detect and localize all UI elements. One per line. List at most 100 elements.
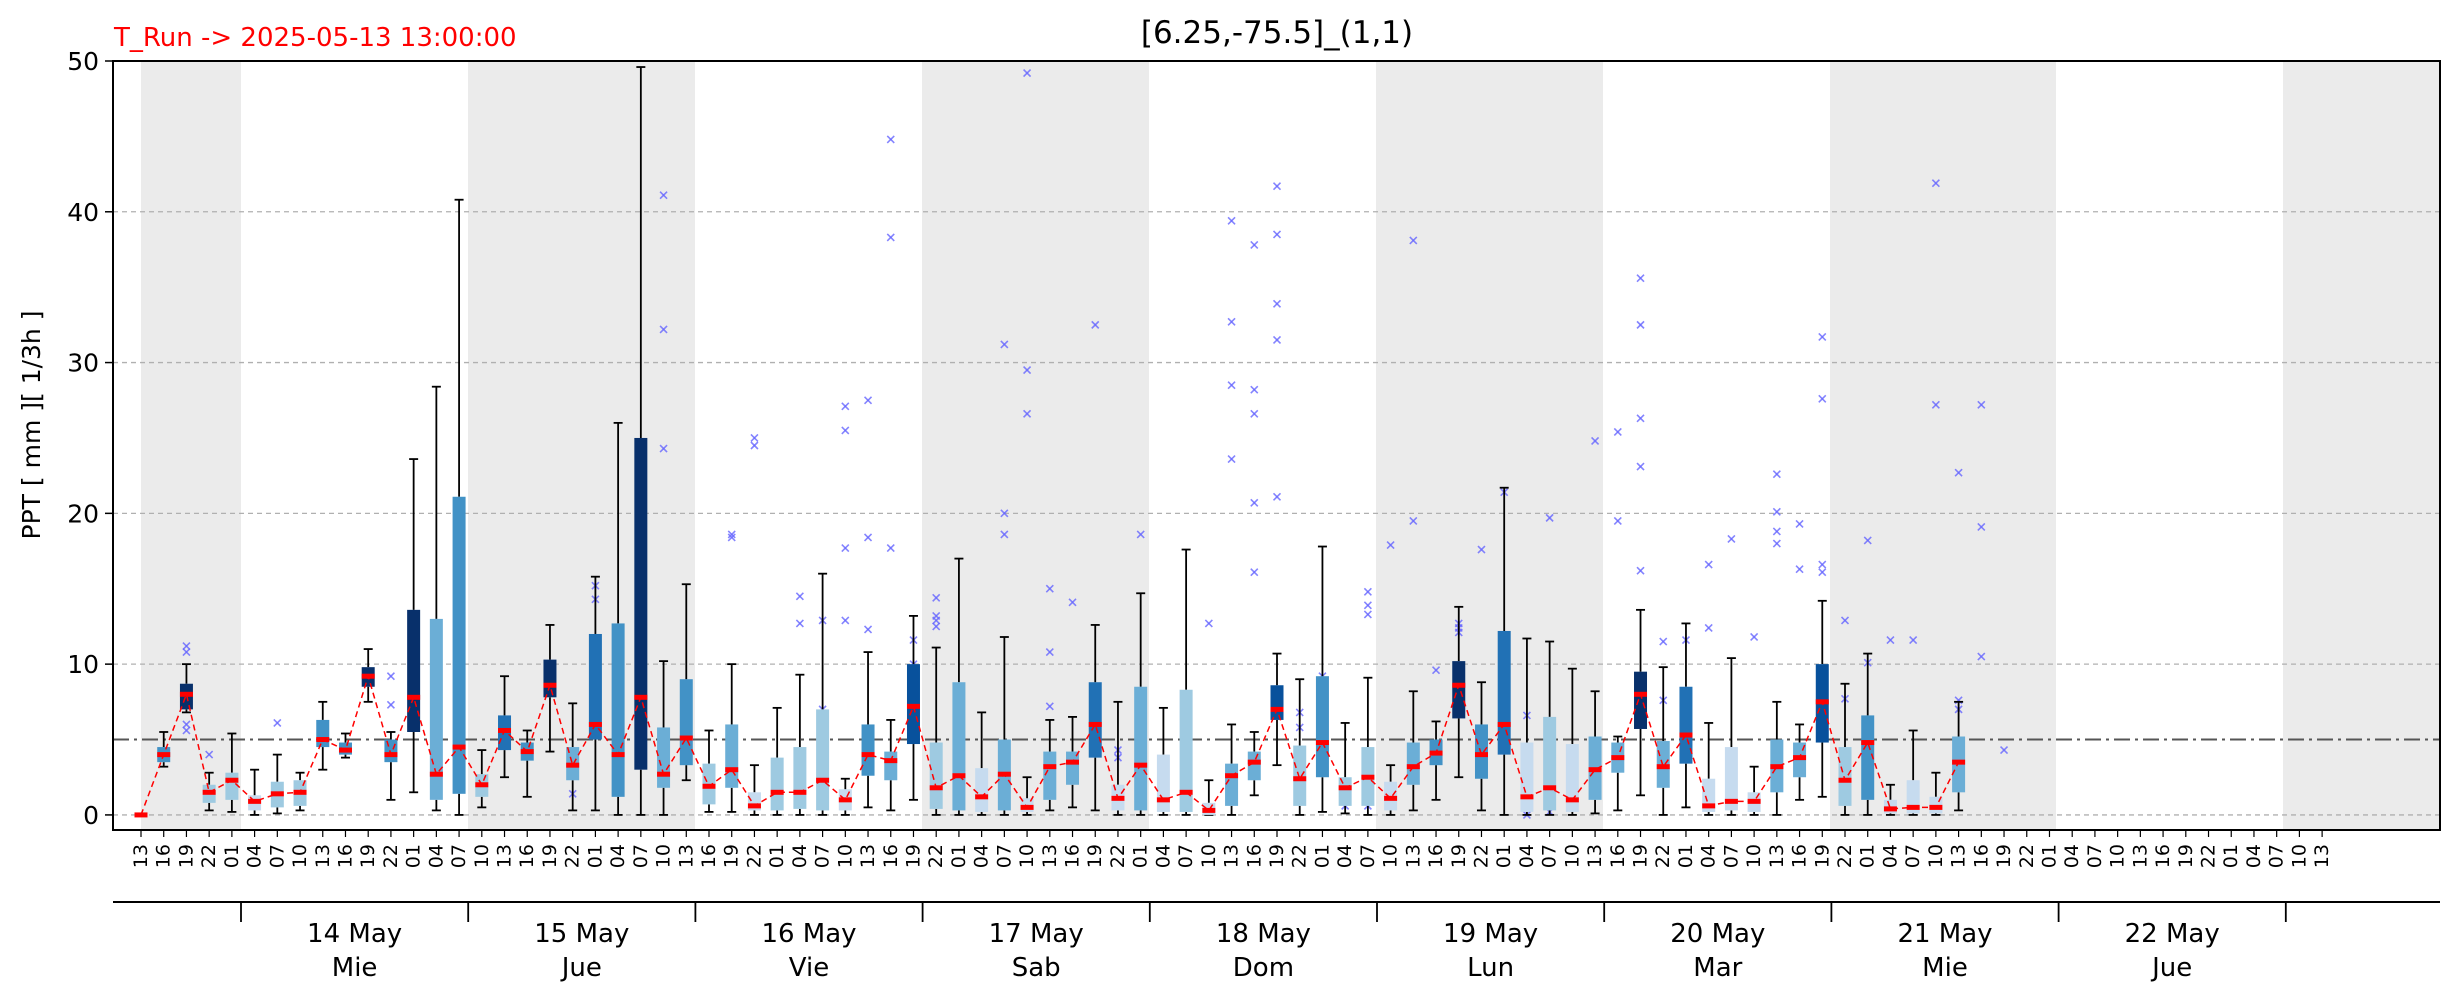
outlier-point [1250, 385, 1259, 394]
outlier-point [727, 533, 736, 542]
box-46 [1179, 548, 1193, 816]
outlier-point [1000, 509, 1009, 518]
outlier-stroke [1227, 455, 1236, 464]
box-body [793, 747, 807, 809]
outlier-point [1250, 240, 1259, 250]
outlier-point [1272, 182, 1282, 191]
day-weekday-label: Mie [332, 953, 378, 983]
outlier-stroke [1045, 702, 1054, 711]
x-tick-label: 16 [334, 844, 356, 868]
outlier-point [1227, 381, 1236, 390]
outlier-stroke [1409, 236, 1418, 245]
x-tick-label: 04 [1334, 844, 1356, 868]
x-tick-label: 13 [1584, 844, 1606, 868]
day-weekday-label: Lun [1467, 953, 1514, 983]
outlier-point [1772, 527, 1781, 536]
box-body [429, 618, 443, 800]
x-tick-label: 13 [2129, 844, 2151, 868]
outlier-stroke [1250, 409, 1259, 418]
box-median [566, 762, 580, 768]
box-body [452, 496, 466, 794]
box-6 [270, 753, 284, 815]
box-29 [793, 673, 807, 816]
outlier-point [1023, 68, 1032, 78]
outlier-point [1704, 623, 1713, 633]
outlier-point [1636, 414, 1645, 423]
y-tick-label: 30 [67, 349, 99, 378]
day-date-label: 15 May [534, 919, 629, 949]
outlier-point [1272, 492, 1282, 501]
box-53 [1338, 722, 1352, 815]
outlier-point [1363, 610, 1372, 619]
day-weekday-label: Sab [1012, 953, 1061, 983]
box-69 [1702, 722, 1716, 816]
box-median [725, 767, 739, 773]
y-tick-label: 10 [67, 650, 99, 679]
day-weekday-label: Jue [2150, 953, 2192, 983]
outlier-stroke [1772, 527, 1781, 536]
x-tick-label: 16 [1607, 844, 1629, 868]
box-body [407, 609, 421, 732]
outlier-stroke [1068, 598, 1077, 607]
outlier-stroke [1591, 436, 1600, 446]
outlier-point [932, 622, 941, 631]
outlier-stroke [1795, 519, 1804, 528]
outlier-point [1045, 584, 1054, 593]
x-tick-label: 01 [2038, 844, 2060, 868]
outlier-point [863, 625, 873, 634]
outlier-point [1250, 568, 1259, 577]
box-body [634, 437, 648, 770]
outlier-stroke [1840, 616, 1850, 625]
box-body [929, 742, 943, 809]
x-tick-label: 13 [1766, 844, 1788, 868]
x-tick-label: 13 [675, 844, 697, 868]
box-70 [1724, 657, 1738, 816]
outlier-point [1023, 366, 1032, 375]
box-28 [770, 706, 784, 816]
box-body [725, 724, 739, 788]
box-median [1384, 795, 1398, 801]
box-74 [1815, 599, 1829, 798]
x-tick-label: 04 [1152, 844, 1174, 868]
day-weekday-label: Jue [560, 953, 602, 983]
x-tick-label: 07 [2266, 844, 2288, 868]
x-tick-label: 10 [834, 844, 856, 868]
shade-layer [141, 61, 2440, 830]
outlier-stroke [841, 543, 850, 553]
box-66 [1634, 608, 1648, 797]
day-weekday-label: Dom [1233, 953, 1294, 983]
outlier-point [886, 233, 895, 242]
x-tick-label: 19 [539, 844, 561, 868]
outlier-point [659, 191, 668, 200]
box-64 [1588, 690, 1602, 815]
box-body [384, 739, 398, 763]
x-tick-label: 04 [1879, 844, 1901, 868]
outlier-stroke [1909, 635, 1918, 645]
outlier-stroke [932, 593, 941, 602]
box-body [316, 719, 330, 748]
outlier-stroke [1636, 462, 1645, 471]
y-axis-label: PPT [ mm ][ 1/3h ] [17, 311, 46, 540]
box-body [1088, 682, 1102, 758]
outlier-stroke [386, 672, 395, 681]
box-body [1861, 715, 1875, 800]
median-line-layer [140, 673, 1960, 816]
box-55 [1384, 764, 1398, 816]
outlier-point [1227, 216, 1236, 225]
box-body [588, 633, 602, 740]
outlier-stroke [1818, 394, 1827, 403]
x-tick-label: 16 [2152, 844, 2174, 868]
outlier-stroke [1931, 179, 1940, 188]
outlier-stroke [1613, 516, 1622, 525]
outlier-point [1000, 340, 1009, 349]
x-tick-label: 16 [880, 844, 902, 868]
night-shade [468, 61, 695, 830]
outlier-stroke [182, 726, 191, 735]
outlier-point [1363, 587, 1372, 596]
outlier-point [1227, 455, 1236, 464]
outlier-stroke [1795, 565, 1804, 574]
outlier-stroke [1272, 299, 1282, 308]
outlier-point [1409, 236, 1418, 245]
